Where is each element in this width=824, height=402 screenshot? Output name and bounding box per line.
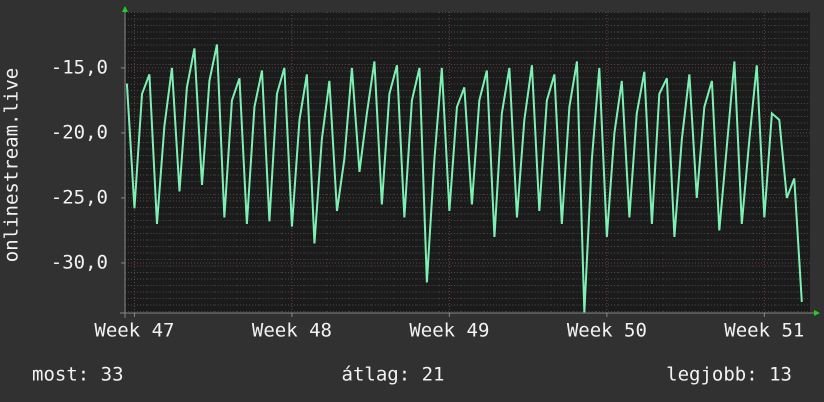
x-tick-label: Week 47 [94,320,174,342]
x-tick-label: Week 51 [724,320,804,342]
y-tick-label: -20,0 [51,121,108,143]
x-tick-label: Week 49 [409,320,489,342]
y-arrow [122,6,128,12]
y-tick-label: -30,0 [51,251,108,273]
stat-current: most: 33 [32,364,124,386]
y-axis-title: onlinestream.live [1,68,23,262]
x-arrow [814,310,820,316]
stat-average: átlag: 21 [342,364,445,386]
x-tick-label: Week 48 [252,320,332,342]
y-tick-label: -25,0 [51,186,108,208]
data-line [125,44,803,313]
x-tick-label: Week 50 [567,320,647,342]
y-tick-label: -15,0 [51,56,108,78]
stat-best: legjobb: 13 [666,364,792,386]
